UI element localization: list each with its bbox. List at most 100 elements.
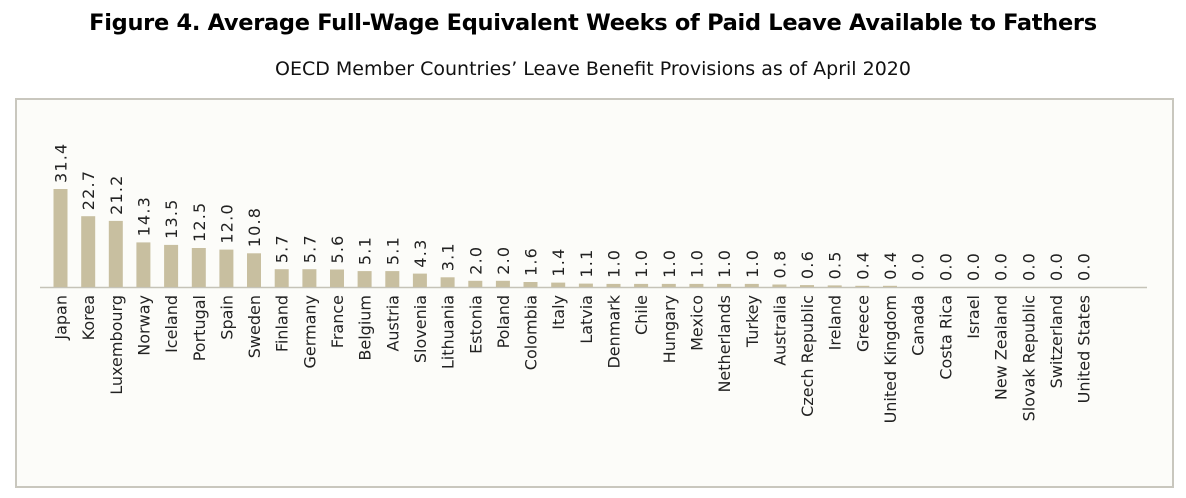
- bar-slovenia: [412, 273, 427, 287]
- category-label: Denmark: [605, 294, 624, 368]
- category-label: Australia: [770, 295, 789, 366]
- bar-lithuania: [440, 277, 455, 287]
- bar-korea: [81, 216, 96, 287]
- category-label: France: [328, 295, 347, 348]
- bar-spain: [219, 249, 234, 287]
- category-label: Austria: [383, 295, 402, 352]
- bar-luxembourg: [108, 220, 123, 287]
- value-label: 0.0: [964, 252, 983, 281]
- value-label: 5.6: [328, 234, 347, 263]
- value-label: 12.0: [217, 203, 236, 243]
- category-label: Portugal: [190, 295, 209, 361]
- bar-hungary: [661, 283, 676, 287]
- chart-title: Figure 4. Average Full-Wage Equivalent W…: [89, 10, 1097, 36]
- value-label: 31.4: [52, 143, 71, 183]
- value-label: 0.0: [1047, 252, 1066, 281]
- value-label: 5.7: [300, 234, 319, 263]
- value-label: 2.0: [494, 246, 513, 275]
- category-label: Chile: [632, 295, 651, 335]
- value-label: 21.2: [107, 174, 126, 214]
- category-label: Ireland: [826, 295, 845, 350]
- bar-turkey: [744, 283, 759, 287]
- category-label: Lithuania: [439, 295, 458, 369]
- value-label: 2.0: [466, 246, 485, 275]
- value-labels-group: 31.4 22.7 21.2 14.3 13.5 12.5 12.0 10.8 5.7 5.7 5.…: [52, 143, 1094, 281]
- bar-estonia: [468, 280, 483, 287]
- bar-chile: [634, 283, 649, 287]
- category-label: Spain: [217, 295, 236, 340]
- bar-portugal: [191, 248, 206, 287]
- bar-netherlands: [717, 283, 732, 287]
- category-label: Korea: [79, 295, 98, 340]
- value-label: 0.6: [798, 250, 817, 279]
- value-label: 0.0: [1019, 252, 1038, 281]
- value-label: 1.4: [549, 248, 568, 277]
- category-label: Poland: [494, 295, 513, 348]
- category-label: Costa Rica: [936, 295, 955, 380]
- bar-greece: [855, 285, 870, 287]
- bar-austria: [385, 271, 400, 287]
- value-label: 1.0: [632, 249, 651, 278]
- category-label: Finland: [273, 295, 292, 352]
- value-label: 1.1: [577, 249, 596, 278]
- bar-japan: [53, 189, 68, 287]
- bar-colombia: [523, 282, 538, 287]
- category-label: United Kingdom: [881, 295, 900, 423]
- bar-germany: [302, 269, 317, 287]
- category-label: Sweden: [245, 295, 264, 358]
- bar-denmark: [606, 283, 621, 287]
- category-label: Latvia: [577, 295, 596, 344]
- value-label: 0.0: [936, 252, 955, 281]
- value-label: 5.7: [273, 234, 292, 263]
- value-label: 4.3: [411, 239, 430, 268]
- value-label: 3.1: [439, 242, 458, 271]
- value-label: 10.8: [245, 207, 264, 247]
- bar-iceland: [164, 244, 179, 287]
- bar-italy: [551, 282, 566, 287]
- category-label: Slovak Republic: [1019, 295, 1038, 421]
- value-label: 1.0: [687, 249, 706, 278]
- value-label: 5.1: [383, 236, 402, 265]
- bar-finland: [274, 269, 289, 287]
- value-label: 1.0: [660, 249, 679, 278]
- category-label: Switzerland: [1047, 295, 1066, 388]
- value-label: 12.5: [190, 202, 209, 242]
- bar-latvia: [578, 283, 593, 287]
- chart-subtitle: OECD Member Countries’ Leave Benefit Pro…: [275, 58, 911, 80]
- category-label: Estonia: [466, 295, 485, 354]
- category-label: Norway: [134, 295, 153, 356]
- value-label: 0.5: [826, 250, 845, 279]
- category-label: United States: [1075, 295, 1094, 403]
- value-label: 1.0: [743, 249, 762, 278]
- bar-australia: [772, 284, 787, 287]
- value-label: 0.0: [1075, 252, 1094, 281]
- value-label: 13.5: [162, 198, 181, 238]
- category-label: Slovenia: [411, 295, 430, 363]
- category-label: Hungary: [660, 295, 679, 363]
- value-label: 22.7: [79, 170, 98, 210]
- value-label: 0.8: [770, 249, 789, 278]
- value-label: 1.0: [715, 249, 734, 278]
- value-label: 0.4: [881, 251, 900, 280]
- category-label: Turkey: [743, 295, 762, 348]
- category-label: Netherlands: [715, 295, 734, 393]
- bar-sweden: [247, 253, 261, 287]
- value-label: 0.0: [992, 252, 1011, 281]
- bar-france: [330, 269, 344, 287]
- category-label: Japan: [52, 295, 71, 341]
- value-label: 5.1: [356, 236, 375, 265]
- value-label: 0.4: [853, 251, 872, 280]
- category-label: Canada: [909, 295, 928, 356]
- bars-group: [53, 189, 897, 287]
- category-label: Luxembourg: [107, 295, 126, 395]
- value-label: 1.6: [522, 247, 541, 276]
- bar-mexico: [689, 283, 704, 287]
- category-labels-group: Japan Korea Luxembourg Norway Iceland Portuga…: [52, 294, 1094, 423]
- category-label: Belgium: [356, 295, 375, 361]
- category-label: New Zealand: [992, 295, 1011, 400]
- chart-panel: [15, 98, 1174, 488]
- category-label: Iceland: [162, 295, 181, 353]
- value-label: 14.3: [134, 196, 153, 236]
- bar-norway: [136, 242, 151, 287]
